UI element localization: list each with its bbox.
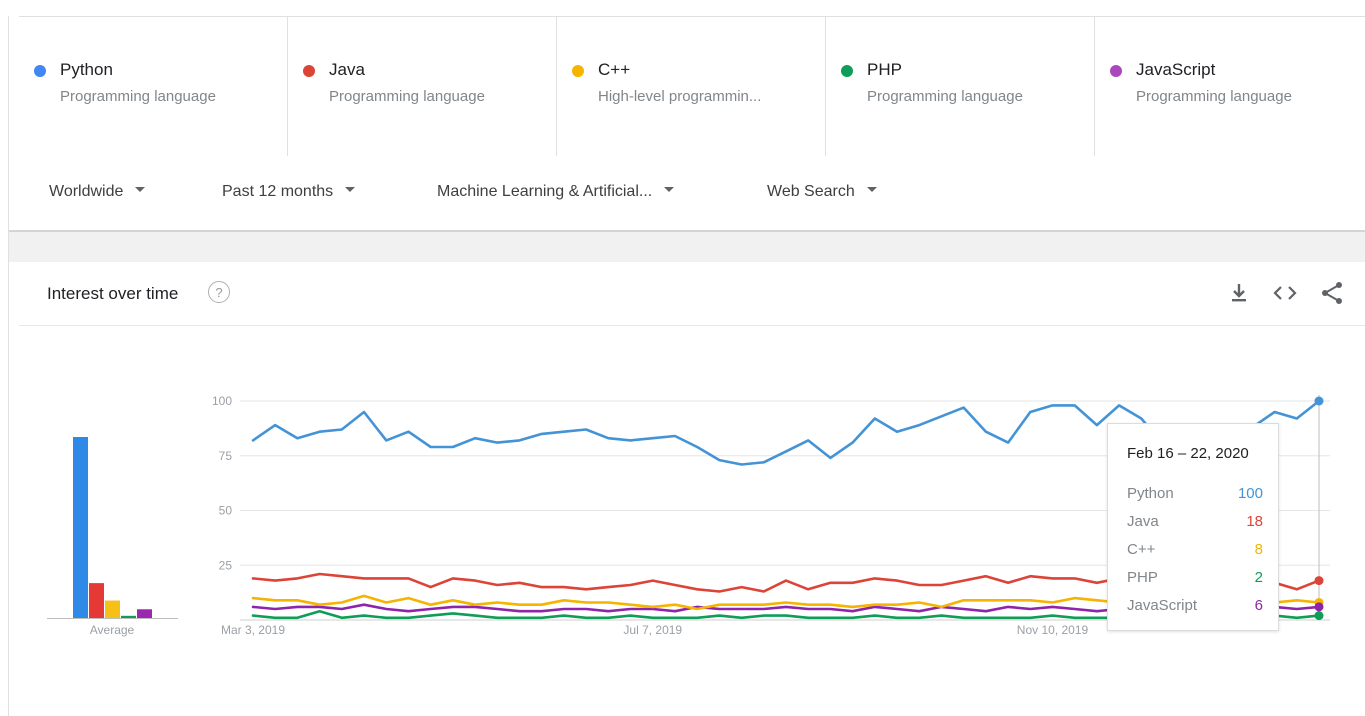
term-subtitle: Programming language xyxy=(60,88,216,105)
x-tick-label: Jul 7, 2019 xyxy=(623,623,682,637)
y-tick-label: 75 xyxy=(219,449,233,463)
comparison-terms-bar: Python Programming language Java Program… xyxy=(19,16,1365,157)
term-name: C++ xyxy=(598,60,631,79)
tooltip-label: Java xyxy=(1127,513,1159,530)
section-separator xyxy=(9,232,1365,262)
term-subtitle: High-level programmin... xyxy=(598,88,762,105)
help-icon[interactable]: ? xyxy=(208,281,230,303)
average-bar xyxy=(137,609,152,618)
tooltip-label: Python xyxy=(1127,485,1174,502)
y-tick-label: 100 xyxy=(212,394,232,408)
category-label: Machine Learning & Artificial... xyxy=(437,183,653,200)
chevron-down-icon xyxy=(345,187,356,193)
chevron-down-icon xyxy=(866,187,877,193)
term-card-cpp[interactable]: C++ High-level programmin... xyxy=(557,17,826,156)
region-dropdown[interactable]: Worldwide xyxy=(49,183,146,201)
y-tick-label: 50 xyxy=(219,504,233,518)
python-color-dot xyxy=(34,65,46,77)
average-bar xyxy=(105,600,120,618)
php-color-dot xyxy=(841,65,853,77)
embed-icon[interactable] xyxy=(1272,280,1298,306)
term-subtitle: Programming language xyxy=(1136,88,1292,105)
share-icon[interactable] xyxy=(1319,280,1345,306)
chevron-down-icon xyxy=(135,187,146,193)
search-type-dropdown[interactable]: Web Search xyxy=(767,183,877,201)
tooltip-value: 18 xyxy=(1246,513,1263,530)
term-name: JavaScript xyxy=(1136,60,1216,79)
term-card-php[interactable]: PHP Programming language xyxy=(826,17,1095,156)
term-name: Java xyxy=(329,60,365,79)
x-tick-label: Nov 10, 2019 xyxy=(1017,623,1089,637)
download-icon[interactable] xyxy=(1226,280,1252,306)
series-line-python xyxy=(251,399,1321,466)
term-name: PHP xyxy=(867,60,902,79)
tooltip-value: 6 xyxy=(1254,597,1263,614)
hover-point xyxy=(1314,396,1324,406)
card-title: Interest over time xyxy=(47,284,179,303)
term-card-python[interactable]: Python Programming language xyxy=(19,17,288,156)
term-card-java[interactable]: Java Programming language xyxy=(288,17,557,156)
chevron-down-icon xyxy=(664,187,675,193)
tooltip-date: Feb 16 – 22, 2020 xyxy=(1127,445,1249,462)
category-dropdown[interactable]: Machine Learning & Artificial... xyxy=(437,183,675,201)
card-header-divider xyxy=(19,325,1365,326)
hover-point xyxy=(1314,576,1324,586)
average-label: Average xyxy=(90,623,135,637)
hover-point xyxy=(1314,611,1324,621)
region-label: Worldwide xyxy=(49,183,124,200)
top-margin xyxy=(0,0,1365,16)
average-bar xyxy=(121,615,136,618)
tooltip-value: 2 xyxy=(1254,569,1263,586)
tooltip-label: JavaScript xyxy=(1127,597,1198,614)
period-dropdown[interactable]: Past 12 months xyxy=(222,183,356,201)
x-tick-label: Mar 3, 2019 xyxy=(221,623,285,637)
search-type-label: Web Search xyxy=(767,183,855,200)
y-tick-label: 25 xyxy=(219,558,233,572)
average-bar xyxy=(89,583,104,618)
period-label: Past 12 months xyxy=(222,183,334,200)
chart-tooltip: Feb 16 – 22, 2020 Python 100 Java 18 C++… xyxy=(1107,423,1279,631)
term-subtitle: Programming language xyxy=(867,88,1023,105)
filters-bar: Worldwide Past 12 months Machine Learnin… xyxy=(9,156,1365,232)
tooltip-value: 100 xyxy=(1237,485,1263,502)
cpp-color-dot xyxy=(572,65,584,77)
average-bar xyxy=(73,437,88,618)
term-subtitle: Programming language xyxy=(329,88,485,105)
term-card-javascript[interactable]: JavaScript Programming language xyxy=(1095,17,1364,156)
term-name: Python xyxy=(60,60,113,79)
tooltip-label: PHP xyxy=(1127,569,1158,586)
java-color-dot xyxy=(303,65,315,77)
left-border xyxy=(8,16,9,716)
hover-point xyxy=(1314,602,1324,612)
tooltip-value: 8 xyxy=(1254,541,1263,558)
javascript-color-dot xyxy=(1110,65,1122,77)
tooltip-label: C++ xyxy=(1127,541,1156,558)
